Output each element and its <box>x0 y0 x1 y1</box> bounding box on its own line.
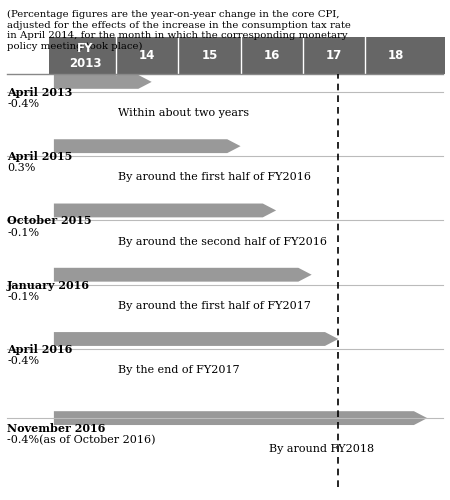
Polygon shape <box>54 268 312 281</box>
Text: By the end of FY2017: By the end of FY2017 <box>118 365 240 375</box>
Text: 14: 14 <box>139 50 155 62</box>
Text: November 2016: November 2016 <box>7 423 106 434</box>
Bar <box>50 38 445 74</box>
Text: -0.4%: -0.4% <box>7 99 39 109</box>
Text: January 2016: January 2016 <box>7 280 90 290</box>
Text: -0.1%: -0.1% <box>7 228 39 238</box>
Text: By around the second half of FY2016: By around the second half of FY2016 <box>118 236 327 246</box>
Text: April 2016: April 2016 <box>7 344 72 355</box>
Text: FY
2013: FY 2013 <box>69 42 101 70</box>
Text: Within about two years: Within about two years <box>118 108 249 118</box>
Polygon shape <box>54 332 338 346</box>
Text: 17: 17 <box>326 50 342 62</box>
Text: -0.1%: -0.1% <box>7 292 39 302</box>
Polygon shape <box>54 204 276 218</box>
Text: (Percentage figures are the year-on-year change in the core CPI,
adjusted for th: (Percentage figures are the year-on-year… <box>7 10 351 50</box>
Text: 16: 16 <box>264 50 280 62</box>
Polygon shape <box>54 75 152 89</box>
Text: -0.4%: -0.4% <box>7 356 39 366</box>
Text: By around the first half of FY2016: By around the first half of FY2016 <box>118 172 311 182</box>
Polygon shape <box>54 411 427 425</box>
Text: 15: 15 <box>201 50 218 62</box>
Text: -0.4%(as of October 2016): -0.4%(as of October 2016) <box>7 436 156 446</box>
Text: October 2015: October 2015 <box>7 216 92 226</box>
Text: By around the first half of FY2017: By around the first half of FY2017 <box>118 301 311 311</box>
Text: April 2013: April 2013 <box>7 87 72 98</box>
Text: April 2015: April 2015 <box>7 151 72 162</box>
Text: By around FY2018: By around FY2018 <box>270 444 374 454</box>
Polygon shape <box>54 139 241 153</box>
Text: 0.3%: 0.3% <box>7 164 36 173</box>
Text: 18: 18 <box>388 50 404 62</box>
